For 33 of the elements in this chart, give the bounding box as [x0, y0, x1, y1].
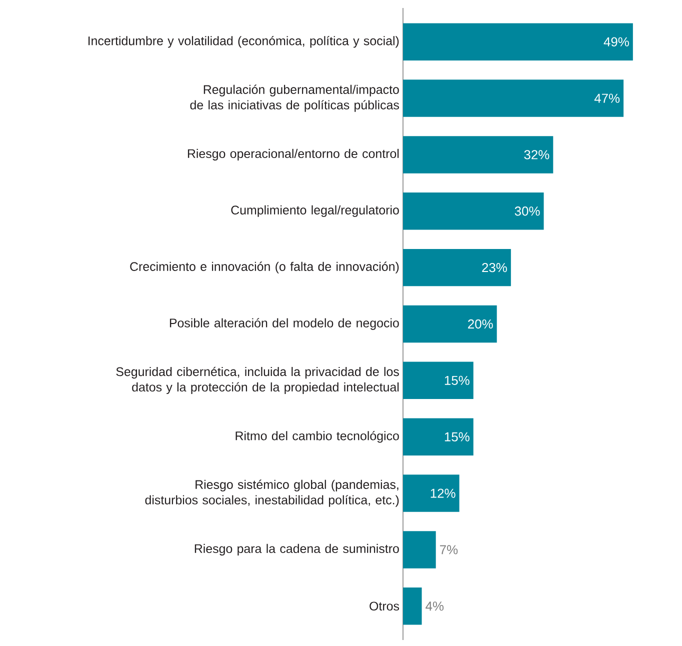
bar	[403, 362, 474, 400]
y-tick-label: Seguridad cibernética, incluida la privacidad de los datos y la protección de la propiedad intelectual	[116, 366, 399, 394]
bar	[403, 248, 511, 286]
bar	[403, 474, 460, 512]
bar	[403, 418, 474, 456]
data-label: 15%	[444, 432, 470, 442]
bar	[403, 80, 624, 117]
bar	[403, 588, 422, 625]
y-tick-label: Cumplimiento legal/regulatorio	[231, 205, 399, 217]
bar	[403, 192, 544, 230]
bar	[403, 23, 633, 60]
y-tick-label: Riesgo para la cadena de suministro	[194, 544, 399, 556]
bar	[403, 136, 554, 174]
y-tick-label: Crecimiento e innovación (o falta de innovación)	[130, 262, 399, 274]
data-label: 12%	[430, 488, 456, 498]
data-label: 23%	[482, 262, 507, 272]
data-label: 7%	[440, 545, 458, 554]
data-label: 49%	[604, 37, 629, 46]
bar	[403, 531, 436, 568]
data-label: 47%	[594, 94, 620, 103]
bar	[403, 305, 497, 343]
data-label: 20%	[468, 319, 493, 329]
y-tick-label: Ritmo del cambio tecnológico	[236, 430, 399, 443]
data-label: 15%	[444, 376, 470, 385]
y-tick-label: Incertidumbre y volatilidad (económica, política y social)	[88, 36, 399, 48]
data-label: 30%	[514, 206, 540, 216]
data-label: 4%	[426, 602, 444, 611]
y-tick-label: Riesgo operacional/entorno de control	[188, 148, 399, 161]
y-tick-label: Otros	[370, 602, 400, 611]
y-tick-label: Posible alteración del modelo de negocio	[170, 318, 399, 330]
y-tick-label: Regulación gubernamental/impacto de las iniciativas de políticas públicas	[190, 84, 399, 112]
data-label: 32%	[524, 150, 550, 160]
y-tick-label: Riesgo sistémico global (pandemias, disturbios sociales, inestabilidad política, etc.)	[145, 480, 399, 507]
